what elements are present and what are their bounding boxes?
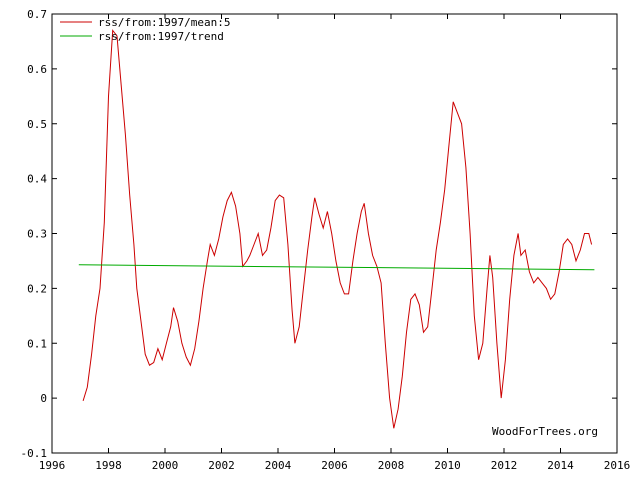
- y-tick-label: 0.5: [27, 118, 47, 131]
- x-tick-label: 2012: [491, 459, 518, 472]
- credit-label: WoodForTrees.org: [492, 425, 598, 438]
- x-tick-label: 2010: [434, 459, 461, 472]
- y-tick-label: -0.1: [21, 447, 48, 460]
- x-tick-label: 2002: [208, 459, 235, 472]
- y-tick-label: 0.6: [27, 63, 47, 76]
- y-tick-label: 0.1: [27, 337, 47, 350]
- y-tick-label: 0.4: [27, 173, 47, 186]
- x-tick-label: 2008: [378, 459, 405, 472]
- x-tick-label: 2014: [547, 459, 574, 472]
- series-line-mean: [82, 29, 593, 429]
- y-tick-label: 0.3: [27, 228, 47, 241]
- plot-frame: [51, 13, 618, 454]
- series-line-trend: [78, 264, 595, 271]
- x-tick-label: 2006: [321, 459, 348, 472]
- y-axis-ticks: -0.1 0 0.1 0.2 0.3 0.4 0.5 0.6 0.7: [21, 8, 617, 460]
- x-axis-ticks: 1996 1998 2000 2002 2004 2006 2008 2010 2012 2014…: [39, 14, 631, 472]
- x-tick-label: 2000: [152, 459, 179, 472]
- y-tick-label: 0: [40, 392, 47, 405]
- x-tick-label: 1998: [95, 459, 122, 472]
- legend-label: rss/from:1997/mean:5: [98, 16, 230, 29]
- legend-label: rss/from:1997/trend: [98, 30, 224, 43]
- y-tick-label: 0.7: [27, 8, 47, 21]
- x-tick-label: 1996: [39, 459, 66, 472]
- series-layer: [78, 29, 595, 429]
- x-tick-label: 2004: [265, 459, 292, 472]
- x-tick-label: 2016: [604, 459, 631, 472]
- y-tick-label: 0.2: [27, 282, 47, 295]
